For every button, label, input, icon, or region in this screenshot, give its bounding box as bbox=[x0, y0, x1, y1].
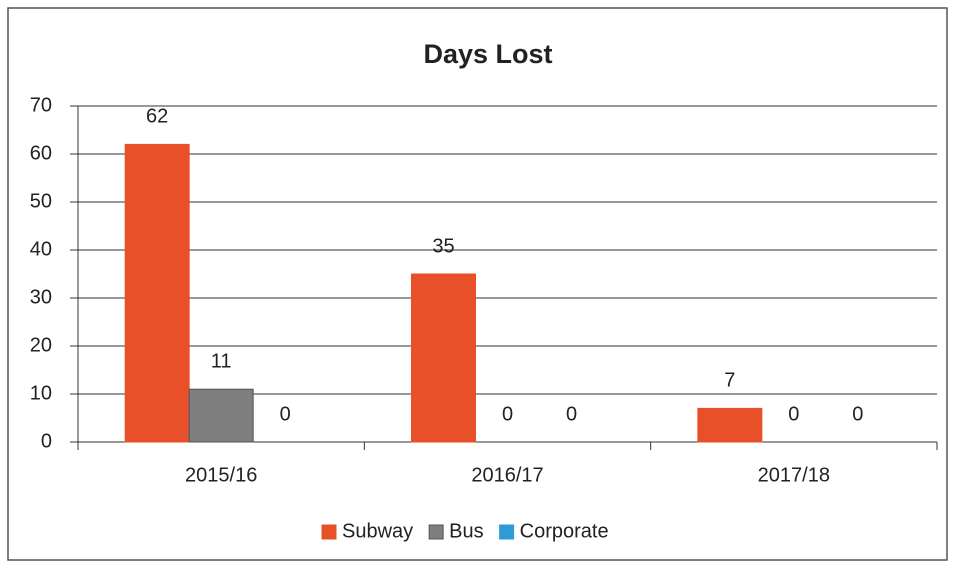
data-label: 0 bbox=[852, 403, 863, 425]
legend-label: Bus bbox=[449, 520, 483, 542]
y-tick-label: 10 bbox=[30, 382, 52, 404]
legend-swatch bbox=[321, 524, 337, 540]
legend-label: Subway bbox=[342, 520, 413, 542]
x-tick-label: 2016/17 bbox=[471, 464, 543, 486]
bar bbox=[411, 273, 476, 443]
data-label: 11 bbox=[211, 350, 232, 372]
data-label: 35 bbox=[432, 235, 454, 257]
y-tick-label: 70 bbox=[30, 94, 52, 116]
bar bbox=[697, 407, 763, 443]
bar bbox=[188, 388, 254, 443]
y-tick-label: 30 bbox=[30, 286, 52, 308]
legend-label: Corporate bbox=[520, 520, 609, 542]
bar bbox=[124, 143, 190, 443]
y-tick-label: 0 bbox=[41, 430, 52, 452]
y-tick-label: 40 bbox=[30, 238, 52, 260]
y-tick-label: 60 bbox=[30, 142, 52, 164]
data-label: 0 bbox=[280, 403, 291, 425]
x-tick-label: 2015/16 bbox=[185, 464, 257, 486]
legend-swatch bbox=[428, 524, 444, 540]
data-label: 0 bbox=[788, 403, 799, 425]
y-tick-label: 20 bbox=[30, 334, 52, 356]
data-label: 7 bbox=[724, 370, 735, 392]
chart-title: Days Lost bbox=[423, 39, 552, 69]
x-tick-label: 2017/18 bbox=[758, 464, 830, 486]
y-tick-label: 50 bbox=[30, 190, 52, 212]
data-label: 0 bbox=[566, 403, 577, 425]
legend-swatch bbox=[499, 524, 515, 540]
data-label: 62 bbox=[146, 106, 168, 128]
data-label: 0 bbox=[502, 403, 513, 425]
